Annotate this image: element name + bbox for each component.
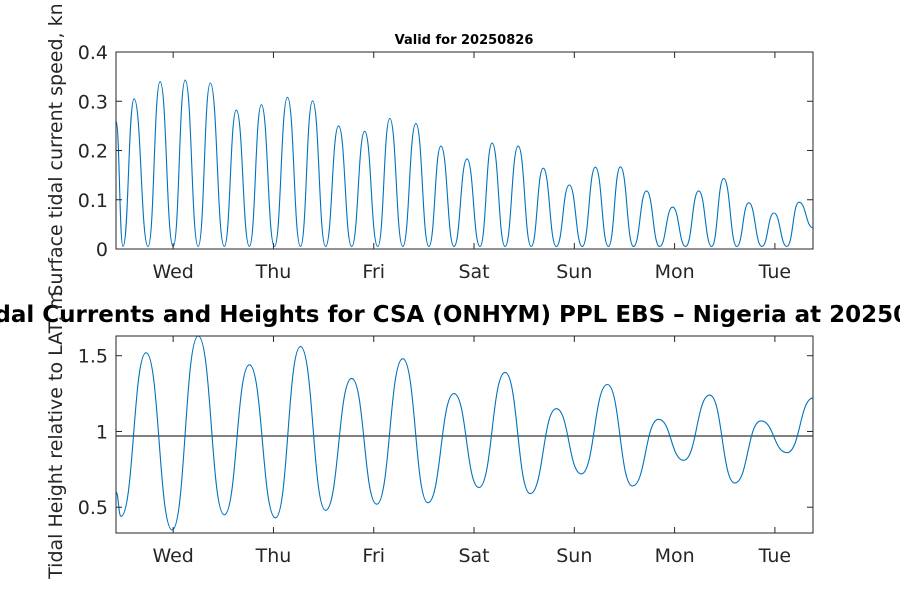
current-speed-xtick-label: Mon xyxy=(655,261,695,283)
current-speed-title: Valid for 20250826 xyxy=(395,33,534,48)
tidal-height-ytick-label: 1 xyxy=(96,421,108,443)
tidal-height-title: Tidal Currents and Heights for CSA (ONHY… xyxy=(0,302,900,328)
tidal-height-ylabel: Tidal Height relative to LAT, m xyxy=(45,291,67,580)
tidal-height-xtick-label: Fri xyxy=(362,545,385,567)
current-speed-ytick-label: 0.2 xyxy=(78,141,108,163)
current-speed-ytick-label: 0 xyxy=(96,239,108,261)
current-speed-series-line xyxy=(115,79,814,248)
current-speed-ylabel: Surface tidal current speed, kn xyxy=(45,3,67,296)
current-speed-xtick-label: Thu xyxy=(255,261,292,283)
tidal-height-xtick-label: Mon xyxy=(655,545,695,567)
tidal-height-xtick-label: Sun xyxy=(556,545,592,567)
current-speed-ytick-label: 0.3 xyxy=(78,91,108,113)
tidal-height-xtick-label: Sat xyxy=(458,545,489,567)
current-speed-xtick-label: Tue xyxy=(758,261,791,283)
tidal-height-xtick-label: Tue xyxy=(758,545,791,567)
tidal-height-series-line xyxy=(115,335,814,531)
current-speed-xtick-label: Sun xyxy=(556,261,592,283)
current-speed-panel: 0 0.1 0.2 0.3 0.4 Wed Thu Fri Sat Sun Mon Tue Vali… xyxy=(45,3,814,297)
tidal-height-xtick-label: Thu xyxy=(255,545,292,567)
current-speed-xtick-label: Sat xyxy=(458,261,489,283)
current-speed-ytick-label: 0.1 xyxy=(78,190,108,212)
current-speed-ytick-label: 0.4 xyxy=(78,42,108,64)
current-speed-xtick-label: Wed xyxy=(152,261,193,283)
tidal-height-ytick-label: 1.5 xyxy=(78,346,108,368)
tidal-height-xtick-label: Wed xyxy=(152,545,193,567)
tidal-height-axes-box xyxy=(115,335,814,534)
current-speed-xtick-label: Fri xyxy=(362,261,385,283)
tidal-height-ytick-label: 0.5 xyxy=(78,497,108,519)
tidal-height-panel: 0.5 1 1.5 Wed Thu Fri Sat Sun Mon Tue Tidal Curr… xyxy=(0,291,900,580)
